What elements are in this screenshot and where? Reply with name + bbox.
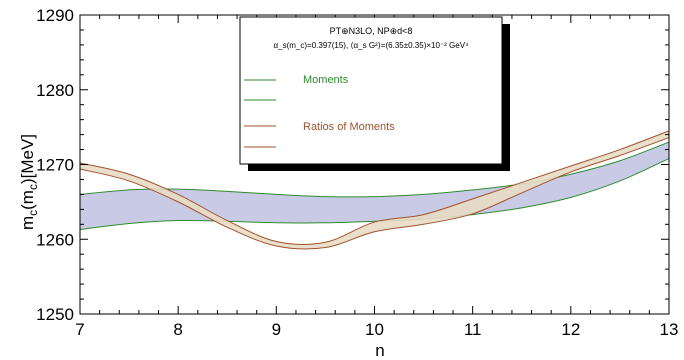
y-axis-label-tail: )[MeV] — [18, 134, 37, 184]
ticks-layer: 7 8 9 10 11 12 13 1250 1260 1270 1280 1290 — [36, 6, 678, 339]
x-tick-label-10: 10 — [365, 320, 384, 339]
legend-line2: α_s(m_c)=0.397(15), ⟨α_s G²⟩=(6.35±0.35)… — [274, 41, 470, 50]
y-tick-label-1250: 1250 — [36, 305, 74, 324]
band-moments-upper-edge — [79, 141, 670, 198]
legend-line1: PT⊕N3LO, NP⊕d<8 — [330, 26, 413, 36]
y-axis-label-sub2: c — [26, 184, 40, 190]
x-tick-label-7: 7 — [75, 320, 84, 339]
x-tick-label-13: 13 — [660, 320, 679, 339]
x-tick-label-9: 9 — [272, 320, 281, 339]
y-axis-label-mid: (m — [18, 190, 37, 210]
x-axis-label: n — [375, 341, 384, 360]
y-axis-label: mc(mc)[MeV] — [18, 134, 40, 230]
y-axis-label-sub1: c — [26, 210, 40, 216]
x-tick-label-12: 12 — [561, 320, 580, 339]
legend: PT⊕N3LO, NP⊕d<8 α_s(m_c)=0.397(15), ⟨α_s… — [239, 16, 510, 171]
y-tick-label-1260: 1260 — [36, 230, 74, 249]
y-tick-label-1290: 1290 — [36, 6, 74, 25]
x-tick-label-8: 8 — [173, 320, 182, 339]
legend-label-moments: Moments — [303, 74, 349, 86]
band-moments-lower-edge — [79, 158, 670, 231]
band-ratios-lower-edge — [79, 137, 670, 250]
y-tick-label-1270: 1270 — [36, 156, 74, 175]
bands-layer — [79, 130, 670, 250]
x-tick-label-11: 11 — [464, 320, 482, 339]
y-axis-label-m: m — [18, 216, 37, 230]
band-ratios-upper-edge — [79, 130, 670, 245]
band-ratios — [80, 130, 669, 249]
legend-box — [239, 16, 503, 165]
y-tick-label-1280: 1280 — [36, 81, 74, 100]
legend-label-ratios: Ratios of Moments — [303, 121, 395, 133]
